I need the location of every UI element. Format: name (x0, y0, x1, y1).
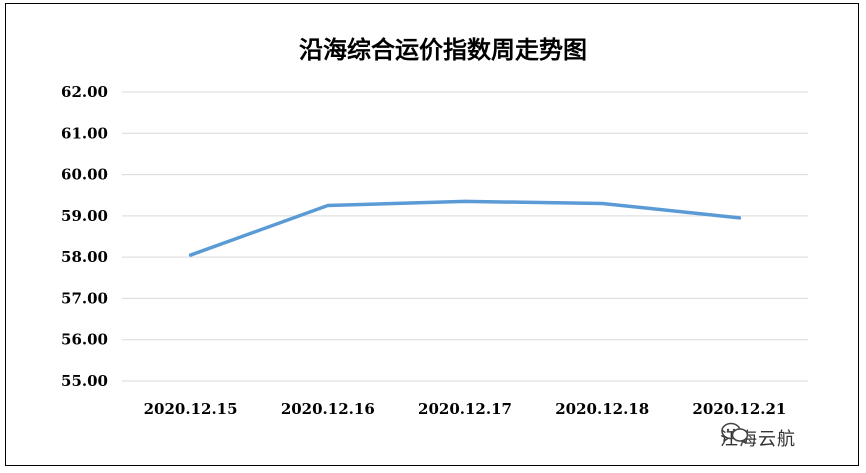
chart-title: 沿海综合运价指数周走势图 (299, 35, 587, 64)
x-tick-label: 2020.12.18 (555, 400, 649, 418)
series-line (188, 199, 742, 257)
y-tick-label: 57.00 (61, 289, 108, 307)
y-tick-label: 60.00 (61, 166, 108, 184)
watermark: 江海云航 (720, 421, 796, 455)
y-tick-label: 61.00 (61, 124, 108, 142)
x-tick-label: 2020.12.15 (144, 400, 238, 418)
wechat-icon (721, 422, 749, 444)
data-point (463, 199, 467, 203)
chart-frame (5, 3, 859, 466)
y-tick-label: 56.00 (61, 331, 108, 349)
data-point (326, 204, 330, 208)
y-tick-label: 59.00 (61, 207, 108, 225)
y-tick-label: 62.00 (61, 83, 108, 101)
y-tick-label: 55.00 (61, 372, 108, 390)
x-tick-label: 2020.12.16 (281, 400, 375, 418)
data-point (600, 201, 604, 205)
data-point (189, 253, 193, 257)
x-axis-ticks: 2020.12.15 2020.12.16 2020.12.17 2020.12.18… (144, 400, 787, 418)
y-tick-label: 58.00 (61, 248, 108, 266)
x-tick-label: 2020.12.17 (418, 400, 512, 418)
y-axis-ticks: 55.00 56.00 57.00 58.00 59.00 60.00 61.00 62.00 (61, 83, 108, 390)
data-point (737, 216, 741, 220)
x-tick-label: 2020.12.21 (692, 400, 786, 418)
grid-lines (122, 91, 808, 382)
series-layer (188, 199, 742, 257)
